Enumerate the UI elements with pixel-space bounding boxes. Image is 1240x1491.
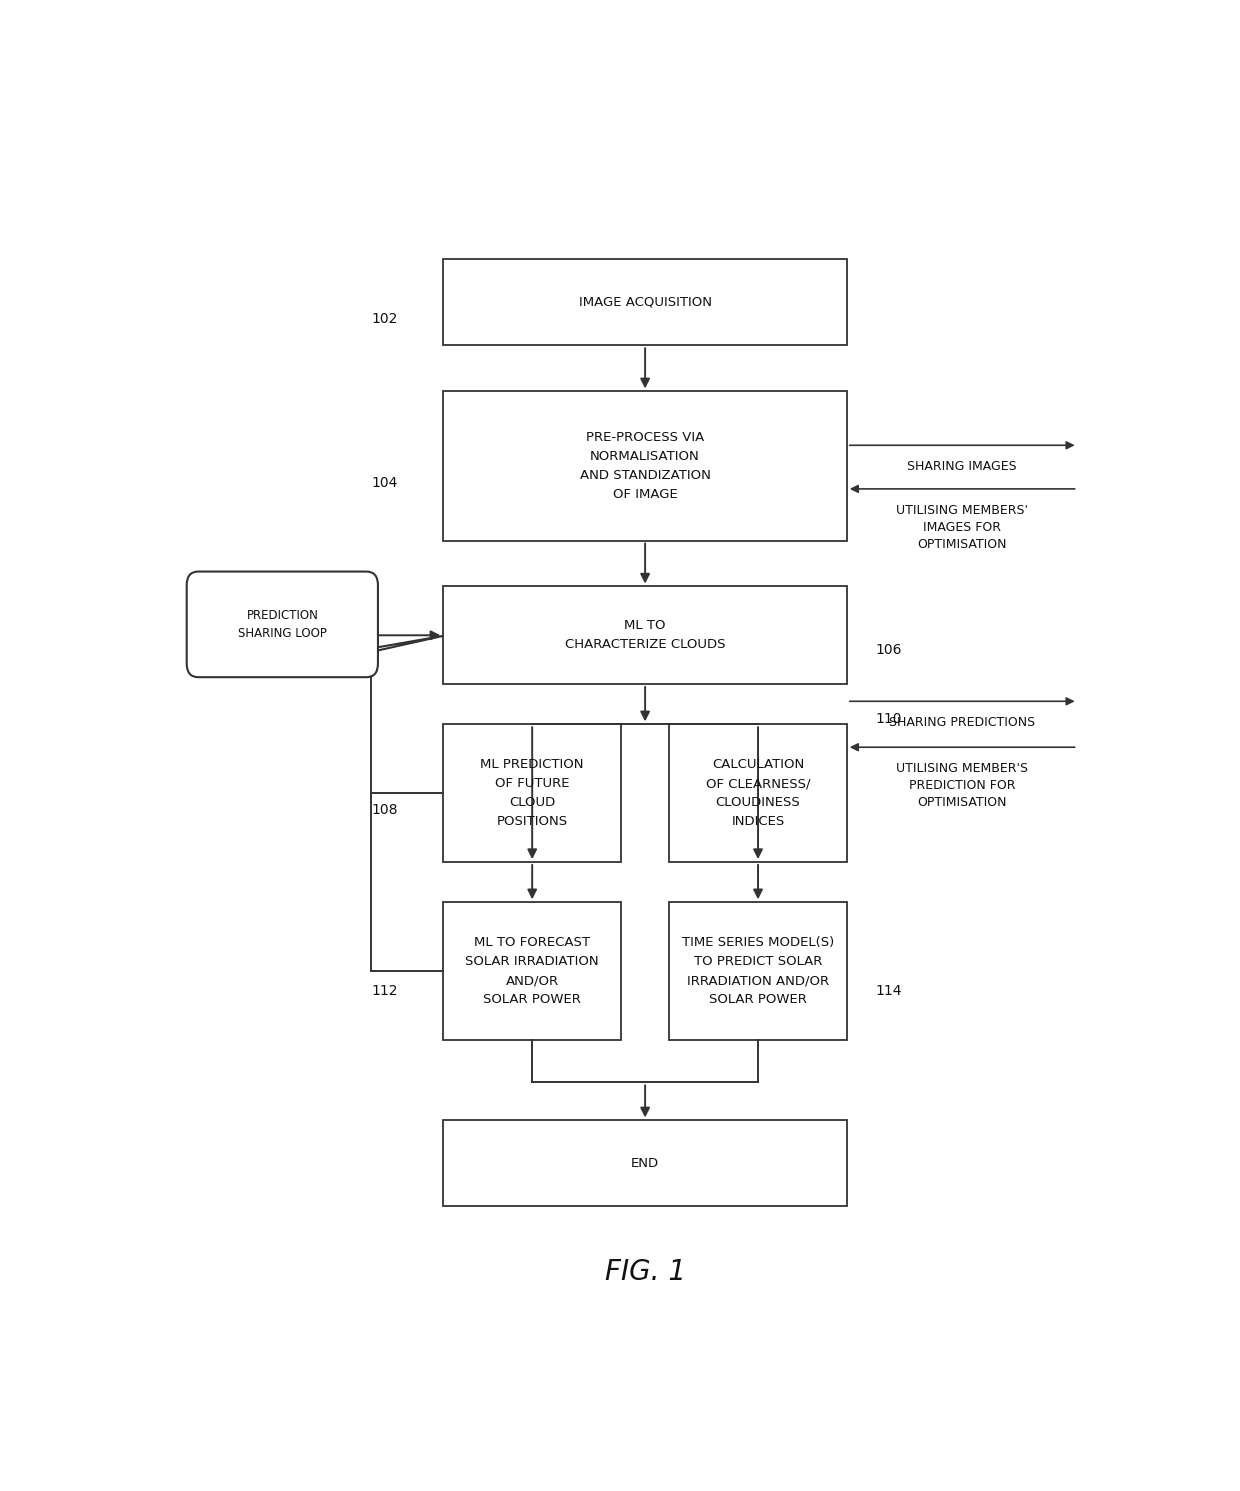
- FancyBboxPatch shape: [444, 259, 847, 346]
- Text: SHARING IMAGES: SHARING IMAGES: [908, 461, 1017, 473]
- Text: ML TO
CHARACTERIZE CLOUDS: ML TO CHARACTERIZE CLOUDS: [565, 619, 725, 652]
- Text: 106: 106: [875, 643, 903, 656]
- Text: 102: 102: [371, 312, 398, 327]
- Text: 104: 104: [371, 476, 398, 491]
- Text: SHARING PREDICTIONS: SHARING PREDICTIONS: [889, 716, 1035, 729]
- Text: UTILISING MEMBERS'
IMAGES FOR
OPTIMISATION: UTILISING MEMBERS' IMAGES FOR OPTIMISATI…: [897, 504, 1028, 550]
- Text: END: END: [631, 1157, 660, 1170]
- FancyBboxPatch shape: [670, 725, 847, 862]
- FancyBboxPatch shape: [444, 725, 621, 862]
- Text: 114: 114: [875, 984, 903, 997]
- Text: PREDICTION
SHARING LOOP: PREDICTION SHARING LOOP: [238, 608, 327, 640]
- Text: PRE-PROCESS VIA
NORMALISATION
AND STANDIZATION
OF IMAGE: PRE-PROCESS VIA NORMALISATION AND STANDI…: [579, 431, 711, 501]
- FancyBboxPatch shape: [444, 391, 847, 541]
- Text: 112: 112: [371, 984, 398, 997]
- Text: UTILISING MEMBER'S
PREDICTION FOR
OPTIMISATION: UTILISING MEMBER'S PREDICTION FOR OPTIMI…: [897, 762, 1028, 810]
- Text: ML TO FORECAST
SOLAR IRRADIATION
AND/OR
SOLAR POWER: ML TO FORECAST SOLAR IRRADIATION AND/OR …: [465, 936, 599, 1006]
- Text: IMAGE ACQUISITION: IMAGE ACQUISITION: [579, 295, 712, 309]
- FancyBboxPatch shape: [187, 571, 378, 677]
- Text: 108: 108: [371, 804, 398, 817]
- Text: CALCULATION
OF CLEARNESS/
CLOUDINESS
INDICES: CALCULATION OF CLEARNESS/ CLOUDINESS IND…: [706, 757, 810, 828]
- Text: ML PREDICTION
OF FUTURE
CLOUD
POSITIONS: ML PREDICTION OF FUTURE CLOUD POSITIONS: [480, 757, 584, 828]
- Text: FIG. 1: FIG. 1: [605, 1258, 686, 1285]
- Text: TIME SERIES MODEL(S)
TO PREDICT SOLAR
IRRADIATION AND/OR
SOLAR POWER: TIME SERIES MODEL(S) TO PREDICT SOLAR IR…: [682, 936, 835, 1006]
- FancyBboxPatch shape: [670, 902, 847, 1041]
- FancyBboxPatch shape: [444, 586, 847, 684]
- FancyBboxPatch shape: [444, 1120, 847, 1206]
- FancyBboxPatch shape: [444, 902, 621, 1041]
- Text: 110: 110: [875, 711, 903, 726]
- Polygon shape: [285, 635, 444, 663]
